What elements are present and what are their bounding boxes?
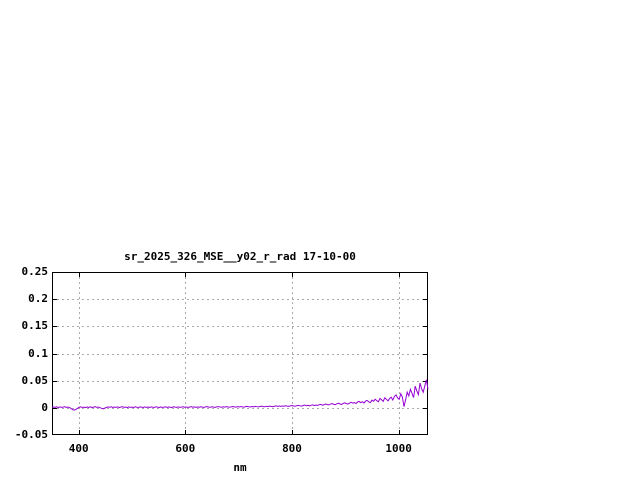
y-axis-tick-labels: -0.05 0 0.05 0.1 0.15 0.2 0.25 xyxy=(0,0,48,480)
x-axis-tick-labels: 400 600 800 1000 xyxy=(0,443,640,457)
y-tick-label: 0.2 xyxy=(28,292,48,306)
y-tick-label: -0.05 xyxy=(14,428,48,441)
y-tick-label: 0.25 xyxy=(21,265,49,278)
y-tick-label: 0.05 xyxy=(21,373,49,387)
x-tick-label: 800 xyxy=(282,442,302,455)
x-axis-label: nm xyxy=(233,461,247,474)
y-tick-label: 0.1 xyxy=(28,346,48,360)
x-tick-label: 400 xyxy=(68,442,89,455)
y-tick-label: 0 xyxy=(41,400,48,414)
plot-area xyxy=(52,272,428,435)
chart-title: sr_2025_326_MSE__y02_r_rad 17-10-00 xyxy=(124,250,356,263)
x-tick-label: 1000 xyxy=(385,442,412,455)
x-tick-label: 600 xyxy=(175,442,196,455)
y-tick-label: 0.15 xyxy=(21,319,49,333)
